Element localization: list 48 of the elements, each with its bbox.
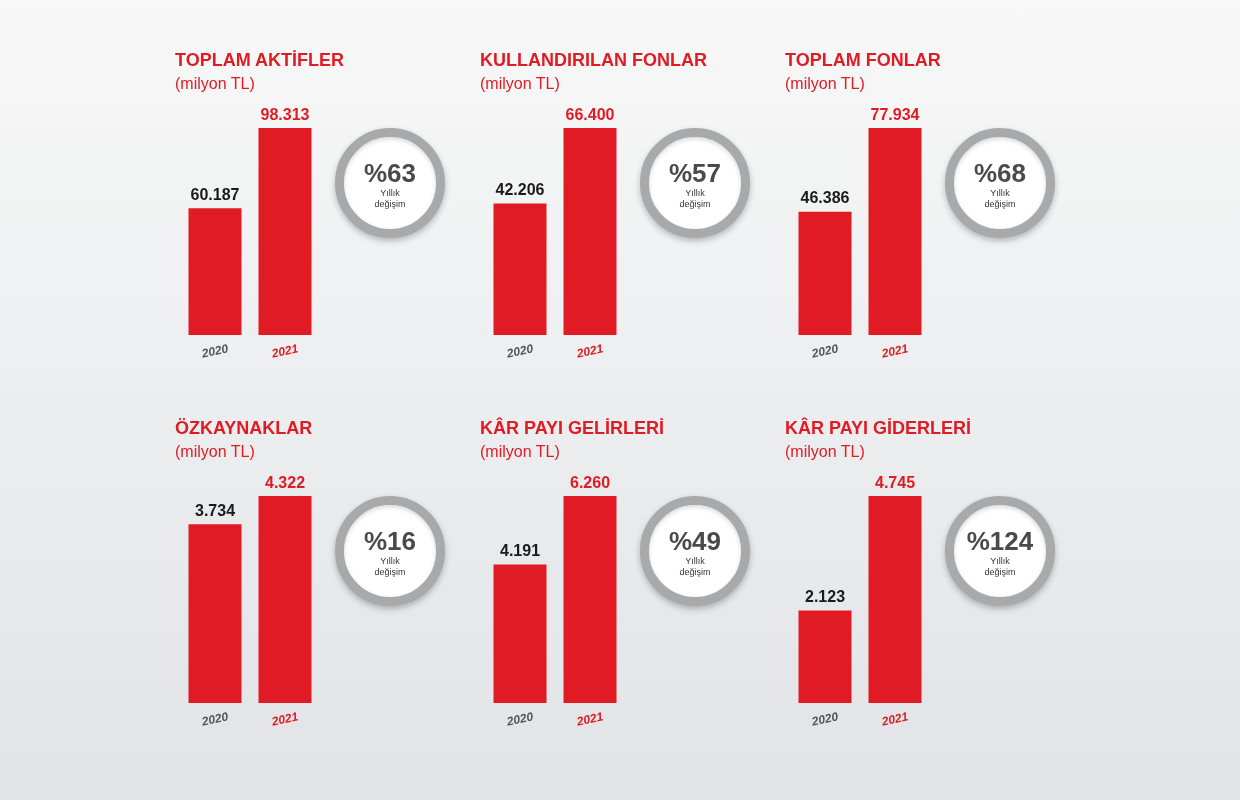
text: Yıllık değişim	[983, 556, 1017, 578]
x-tick-label: 2021	[574, 341, 605, 361]
chart-title: KULLANDIRILAN FONLAR	[480, 49, 707, 71]
text: %57	[667, 158, 722, 188]
text: %49	[667, 526, 722, 556]
x-tick-label: 2021	[879, 709, 910, 729]
x-tick-label: 2020	[504, 341, 535, 361]
chart-subtitle: (milyon TL)	[480, 442, 560, 462]
chart-title: KÂR PAYI GİDERLERİ	[785, 417, 972, 439]
data-label: 98.313	[260, 105, 310, 123]
chart-title: TOPLAM AKTİFLER	[175, 49, 344, 71]
text: Yıllık değişim	[678, 556, 712, 578]
x-tick-label: 2020	[504, 709, 535, 729]
data-label: 2.123	[804, 587, 846, 605]
data-label: 3.734	[194, 501, 236, 519]
chart-subtitle: (milyon TL)	[480, 74, 560, 94]
text: %68	[972, 158, 1027, 188]
text: %16	[362, 526, 417, 556]
x-tick-label: 2021	[879, 341, 910, 361]
x-tick-label: 2020	[809, 709, 840, 729]
chart-subtitle: (milyon TL)	[785, 442, 865, 462]
data-label: 77.934	[870, 105, 920, 123]
text: Yıllık değişim	[678, 188, 712, 210]
data-label: 42.206	[495, 180, 545, 198]
x-tick-label: 2021	[574, 709, 605, 729]
text: %124	[965, 526, 1035, 556]
x-tick-label: 2020	[809, 341, 840, 361]
data-label: 4.745	[874, 473, 916, 491]
chart-title: TOPLAM FONLAR	[785, 49, 941, 71]
data-label: 66.400	[565, 105, 615, 123]
chart-subtitle: (milyon TL)	[175, 74, 255, 94]
data-label: 6.260	[569, 473, 611, 491]
data-label: 46.386	[800, 189, 850, 207]
data-label: 4.322	[264, 473, 306, 491]
text: Yıllık değişim	[373, 188, 407, 210]
x-tick-label: 2021	[269, 341, 300, 361]
chart-title: KÂR PAYI GELİRLERİ	[480, 417, 665, 439]
chart-title: ÖZKAYNAKLAR	[175, 417, 313, 439]
x-tick-label: 2021	[269, 709, 300, 729]
text: Yıllık değişim	[983, 188, 1017, 210]
data-label: 60.187	[190, 185, 240, 203]
x-tick-label: 2020	[199, 709, 230, 729]
chart-subtitle: (milyon TL)	[785, 74, 865, 94]
chart-subtitle: (milyon TL)	[175, 442, 255, 462]
text: Yıllık değişim	[373, 556, 407, 578]
data-label: 4.191	[499, 541, 541, 559]
x-tick-label: 2020	[199, 341, 230, 361]
text: %63	[362, 158, 417, 188]
